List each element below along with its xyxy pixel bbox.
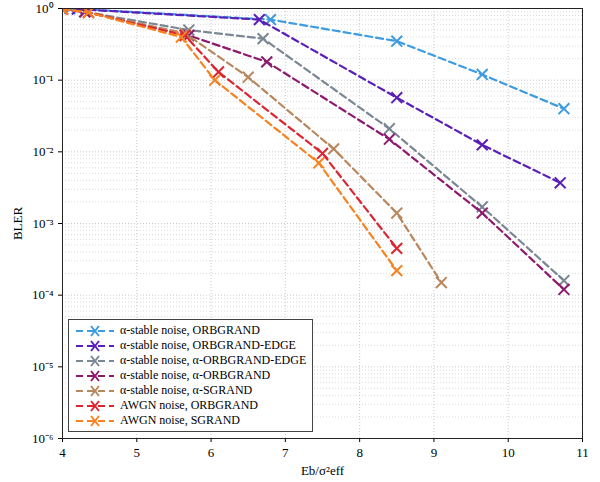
svg-text:7: 7 <box>282 445 289 460</box>
html-text:AWGN noise, ORBGRAND: AWGN noise, ORBGRAND <box>120 398 258 412</box>
svg-text:10⁻⁶: 10⁻⁶ <box>32 431 54 446</box>
html-text:α-stable noise, α-SGRAND: α-stable noise, α-SGRAND <box>120 383 253 397</box>
svg-text:Eb/σ²eff: Eb/σ²eff <box>301 463 345 478</box>
svg-text:11: 11 <box>576 445 589 460</box>
svg-text:10⁰: 10⁰ <box>36 1 54 16</box>
html-text:α-stable noise, α-ORBGRAND: α-stable noise, α-ORBGRAND <box>120 368 271 382</box>
svg-text:8: 8 <box>356 445 363 460</box>
svg-text:10⁻¹: 10⁻¹ <box>33 72 54 87</box>
svg-text:10⁻⁴: 10⁻⁴ <box>32 287 54 302</box>
html-text:α-stable noise, ORBGRAND-EDGE: α-stable noise, ORBGRAND-EDGE <box>120 338 296 352</box>
svg-text:6: 6 <box>208 445 215 460</box>
svg-text:BLER: BLER <box>10 207 25 241</box>
html-text:AWGN noise, SGRAND: AWGN noise, SGRAND <box>120 413 240 427</box>
svg-text:10⁻⁵: 10⁻⁵ <box>32 359 54 374</box>
svg-text:10: 10 <box>502 445 515 460</box>
svg-text:5: 5 <box>134 445 141 460</box>
svg-text:9: 9 <box>431 445 438 460</box>
svg-text:10⁻²: 10⁻² <box>33 144 54 159</box>
html-text:α-stable noise, ORBGRAND: α-stable noise, ORBGRAND <box>120 323 260 337</box>
html-text:α-stable noise, α-ORBGRAND-EDG: α-stable noise, α-ORBGRAND-EDGE <box>120 353 307 367</box>
svg-text:10⁻³: 10⁻³ <box>33 216 54 231</box>
svg-text:4: 4 <box>59 445 66 460</box>
